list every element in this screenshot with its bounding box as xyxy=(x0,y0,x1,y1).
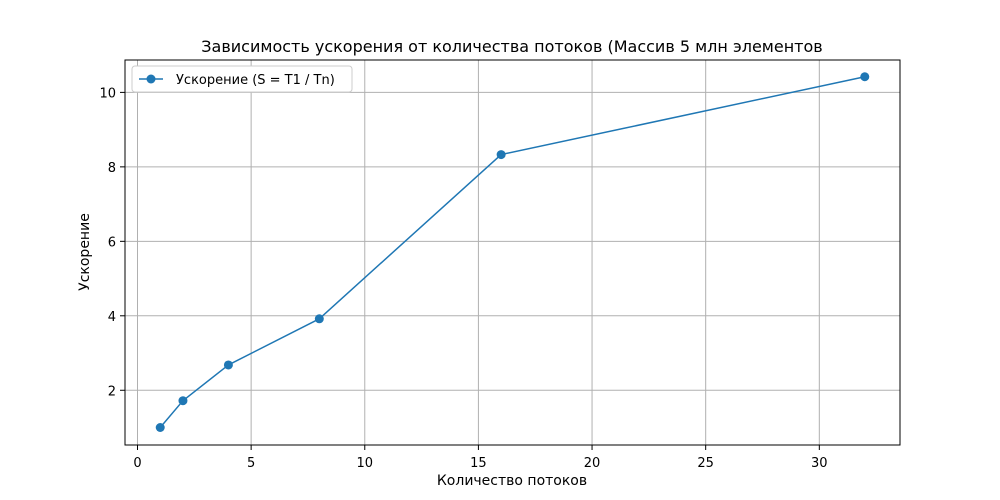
y-axis: 2 4 6 8 10 xyxy=(99,86,125,399)
chart-title: Зависимость ускорения от количества пото… xyxy=(201,37,822,56)
data-point xyxy=(155,423,165,432)
data-point xyxy=(223,360,233,370)
y-tick-label: 4 xyxy=(108,310,116,325)
series-line xyxy=(159,76,865,428)
x-tick-label: 5 xyxy=(247,456,255,471)
data-point xyxy=(178,396,188,406)
y-tick-label: 10 xyxy=(99,86,116,101)
y-tick-label: 8 xyxy=(108,161,116,176)
x-axis-label: Количество потоков xyxy=(437,473,587,489)
x-tick-label: 30 xyxy=(811,456,828,471)
series-layer xyxy=(155,72,870,432)
x-tick-label: 20 xyxy=(584,456,601,471)
grid xyxy=(125,60,900,445)
legend: Ускорение (S = T1 / Tn) xyxy=(131,65,353,93)
plot-area-frame xyxy=(124,59,901,446)
data-point xyxy=(860,72,870,82)
x-tick-label: 25 xyxy=(697,456,714,471)
legend-label: Ускорение (S = T1 / Tn) xyxy=(176,73,335,88)
y-axis-label: Ускорение xyxy=(77,213,93,291)
data-point xyxy=(314,314,324,324)
data-point xyxy=(496,150,506,160)
y-tick-label: 2 xyxy=(108,384,116,399)
y-tick-label: 6 xyxy=(108,235,116,250)
x-tick-label: 15 xyxy=(470,456,487,471)
legend-marker xyxy=(146,74,156,84)
legend-box xyxy=(131,65,353,93)
x-axis: 0 5 10 15 20 25 30 xyxy=(133,445,828,471)
x-tick-label: 10 xyxy=(356,456,373,471)
x-tick-label: 0 xyxy=(133,456,141,471)
